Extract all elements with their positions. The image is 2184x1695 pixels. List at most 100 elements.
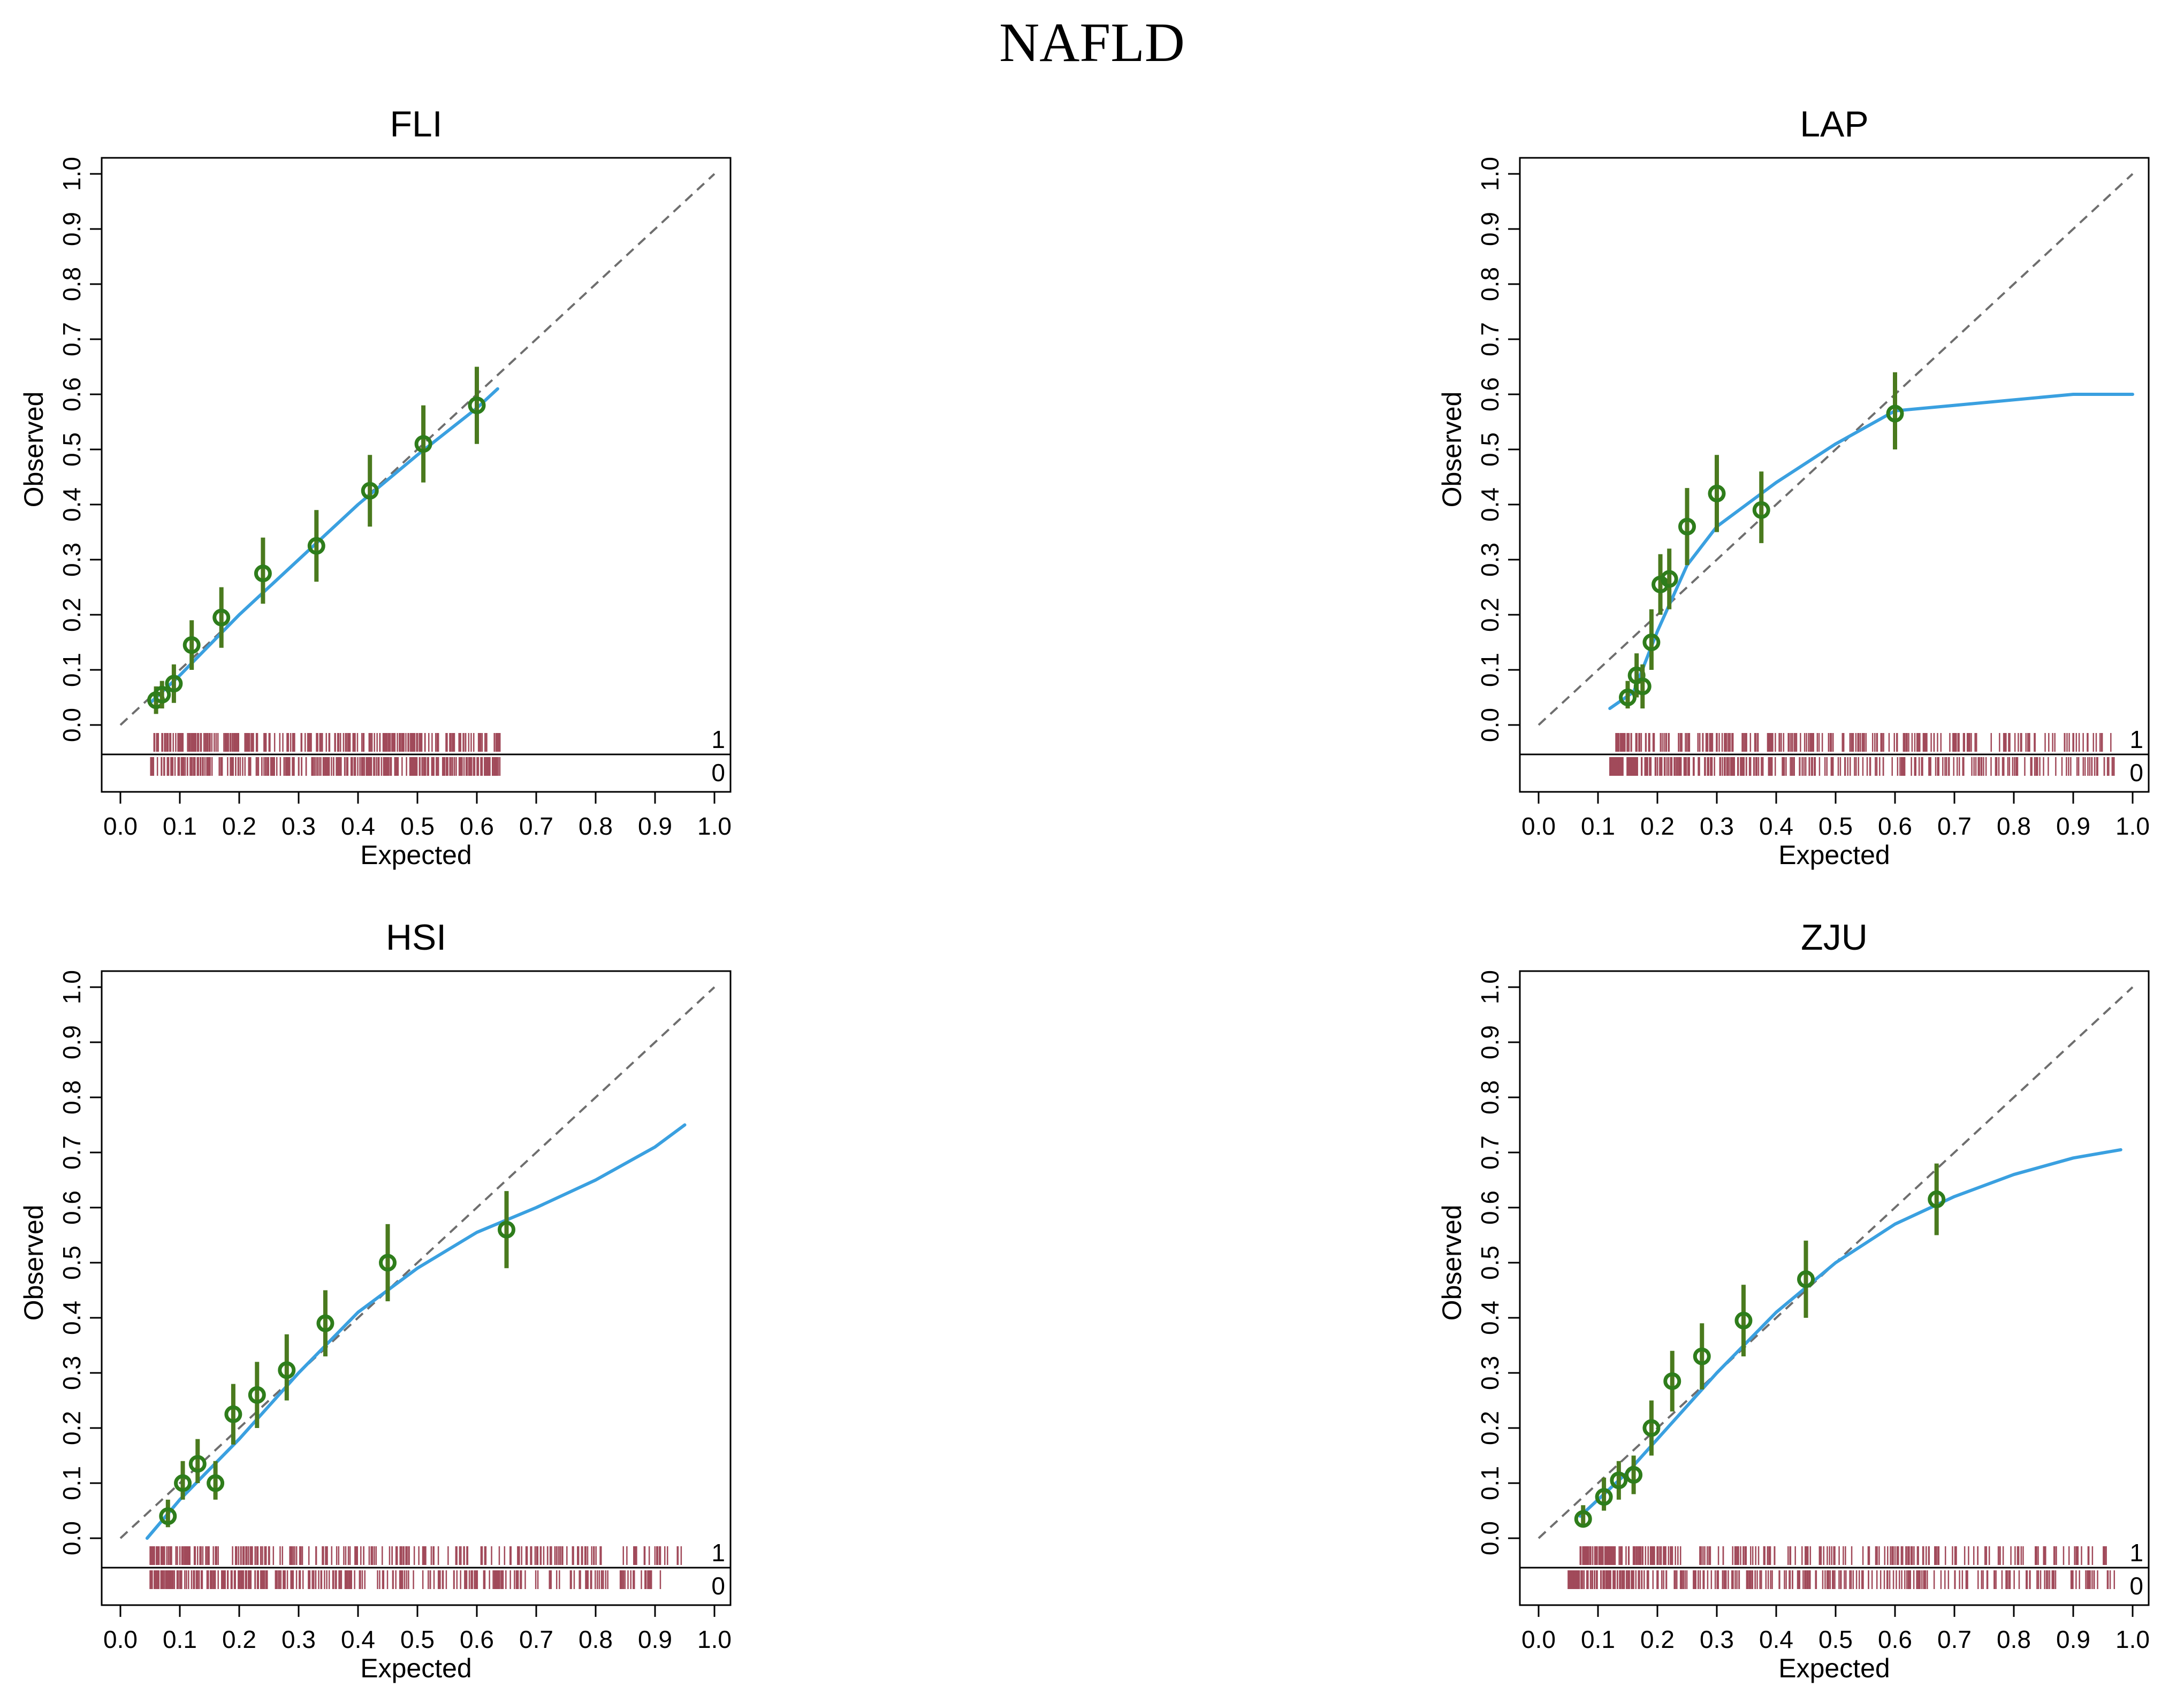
chart-3-y-tick-label: 0.6 — [1476, 1190, 1504, 1225]
chart-0-grouped-point — [414, 435, 432, 453]
chart-2-y-tick-label: 0.5 — [58, 1246, 86, 1280]
calibration-plot-zju: ZJU 0.0 0.1 0.2 0.3 0.4 0.5 0.6 0.7 0.8 0.9 1.0 Expe… — [1437, 917, 2150, 1683]
chart-3-grouped-point — [1610, 1471, 1628, 1490]
chart-0-x-tick-label: 0.7 — [519, 812, 553, 840]
chart-3-x-tick-label: 0.8 — [1997, 1625, 2031, 1653]
chart-2-x-tick-label: 0.9 — [638, 1625, 672, 1653]
chart-0-grouped-point — [165, 675, 183, 693]
chart-3-x-axis-label: Expected — [1778, 1653, 1890, 1683]
chart-0-rug-label-events: 1 — [711, 726, 725, 753]
chart-1-grouped-point — [1642, 633, 1661, 651]
chart-1-x-tick-label: 0.9 — [2056, 812, 2090, 840]
chart-1-x-tick-label: 0.0 — [1521, 812, 1556, 840]
chart-1-rug-events — [1615, 733, 2112, 752]
chart-0-x-tick-label: 0.5 — [400, 812, 435, 840]
chart-2-y-tick-label: 0.1 — [58, 1466, 86, 1500]
calibration-plot-hsi: HSI 0.0 0.1 0.2 0.3 0.4 0.5 0.6 0.7 0.8 0.9 1.0 Expe… — [19, 917, 732, 1683]
chart-0-plot-frame — [101, 157, 732, 793]
chart-1-y-tick-label: 0.0 — [1476, 708, 1504, 742]
chart-1-plot-frame — [1519, 157, 2150, 793]
chart-0-x-tick-label: 0.3 — [281, 812, 316, 840]
calibration-plot-fli: FLI 0.0 0.1 0.2 0.3 0.4 0.5 0.6 0.7 0.8 0.9 1.0 Expe… — [19, 104, 732, 870]
chart-1-x-tick-label: 0.1 — [1581, 812, 1615, 840]
chart-0-y-tick-label: 0.8 — [58, 267, 86, 301]
chart-0-y-tick-label: 0.2 — [58, 598, 86, 632]
chart-3-y-tick-label: 1.0 — [1476, 970, 1504, 1004]
chart-0-rug-nonevents — [150, 757, 501, 776]
chart-2-y-tick-label: 0.9 — [58, 1025, 86, 1059]
chart-3-x-tick-label: 0.3 — [1700, 1625, 1734, 1653]
chart-2-title: HSI — [386, 917, 446, 958]
chart-1-grouped-point — [1678, 517, 1696, 536]
chart-2-grouped-point — [188, 1455, 207, 1473]
chart-0-y-tick-label: 0.1 — [58, 653, 86, 687]
chart-0-x-axis-label: Expected — [360, 840, 471, 870]
chart-2-x-tick-label: 0.5 — [400, 1625, 435, 1653]
chart-2-grouped-point — [159, 1507, 177, 1525]
chart-0-y-tick-label: 0.9 — [58, 212, 86, 246]
chart-3-y-axis-label: Observed — [1437, 1205, 1467, 1321]
chart-3-smoothed-calibration-curve — [1578, 1148, 2122, 1518]
chart-3-grouped-point — [1734, 1311, 1753, 1330]
chart-0-y-tick-label: 0.7 — [58, 322, 86, 356]
chart-2-y-tick-label: 0.6 — [58, 1190, 86, 1225]
chart-1-grouped-point — [1708, 484, 1726, 502]
chart-1-x-axis-label: Expected — [1778, 840, 1890, 870]
chart-1-rug-nonevents — [1609, 757, 2115, 776]
chart-1-y-tick-label: 1.0 — [1476, 157, 1504, 191]
chart-0-x-tick-label: 0.8 — [579, 812, 613, 840]
chart-2-x-axis-label: Expected — [360, 1653, 471, 1683]
chart-0-x-tick-label: 0.9 — [638, 812, 672, 840]
chart-2-x-tick-label: 0.7 — [519, 1625, 553, 1653]
chart-1-rug-label-nonevents: 0 — [2129, 759, 2143, 787]
chart-1-y-tick-label: 0.6 — [1476, 377, 1504, 411]
chart-1-y-tick-label: 0.3 — [1476, 543, 1504, 577]
chart-0-y-tick-label: 1.0 — [58, 157, 86, 191]
chart-0-title: FLI — [390, 104, 442, 144]
chart-3-y-tick-label: 0.9 — [1476, 1025, 1504, 1059]
chart-0-grouped-point — [361, 482, 379, 500]
chart-2-x-tick-label: 1.0 — [697, 1625, 732, 1653]
chart-3-x-tick-label: 0.4 — [1759, 1625, 1793, 1653]
chart-2-y-tick-label: 0.2 — [58, 1411, 86, 1445]
chart-1-y-tick-label: 0.8 — [1476, 267, 1504, 301]
chart-3-grouped-point — [1663, 1372, 1681, 1390]
chart-2-x-tick-label: 0.0 — [103, 1625, 138, 1653]
chart-0-y-tick-label: 0.5 — [58, 432, 86, 467]
chart-2-smoothed-calibration-curve — [145, 1123, 687, 1540]
chart-1-y-tick-label: 0.9 — [1476, 212, 1504, 246]
chart-3-grouped-point — [1625, 1466, 1643, 1484]
chart-3-y-tick-label: 0.8 — [1476, 1080, 1504, 1114]
chart-1-grouped-point — [1886, 404, 1904, 423]
chart-1-x-tick-label: 0.4 — [1759, 812, 1793, 840]
chart-3-y-tick-label: 0.7 — [1476, 1135, 1504, 1170]
chart-3-x-tick-label: 0.6 — [1878, 1625, 1912, 1653]
chart-0-grouped-point — [468, 396, 486, 415]
chart-1-x-tick-label: 0.5 — [1818, 812, 1853, 840]
chart-2-plot-frame — [101, 970, 732, 1606]
chart-3-rug-events — [1579, 1546, 2107, 1565]
chart-1-x-tick-label: 0.3 — [1700, 812, 1734, 840]
chart-2-x-tick-label: 0.6 — [460, 1625, 494, 1653]
chart-1-grouped-point — [1752, 501, 1770, 519]
chart-2-grouped-point — [278, 1361, 296, 1379]
chart-3-grouped-point — [1642, 1419, 1661, 1437]
chart-2-rug-events — [149, 1546, 682, 1565]
chart-3-y-tick-label: 0.3 — [1476, 1356, 1504, 1390]
chart-0-grouped-point — [254, 564, 272, 583]
chart-1-y-tick-label: 0.2 — [1476, 598, 1504, 632]
chart-0-y-tick-label: 0.4 — [58, 487, 86, 522]
chart-3-x-tick-label: 0.1 — [1581, 1625, 1615, 1653]
chart-3-plot-frame — [1519, 970, 2150, 1606]
chart-0-x-tick-label: 0.4 — [341, 812, 375, 840]
chart-2-x-tick-label: 0.3 — [281, 1625, 316, 1653]
chart-0-y-tick-label: 0.0 — [58, 708, 86, 742]
chart-0-grouped-point — [307, 537, 325, 555]
chart-0-x-tick-label: 0.0 — [103, 812, 138, 840]
chart-3-y-tick-label: 0.5 — [1476, 1246, 1504, 1280]
chart-0-rug-label-nonevents: 0 — [711, 759, 725, 787]
chart-0-y-tick-label: 0.3 — [58, 543, 86, 577]
chart-0-x-tick-label: 0.6 — [460, 812, 494, 840]
chart-1-y-tick-label: 0.1 — [1476, 653, 1504, 687]
chart-3-grouped-point — [1595, 1488, 1613, 1506]
